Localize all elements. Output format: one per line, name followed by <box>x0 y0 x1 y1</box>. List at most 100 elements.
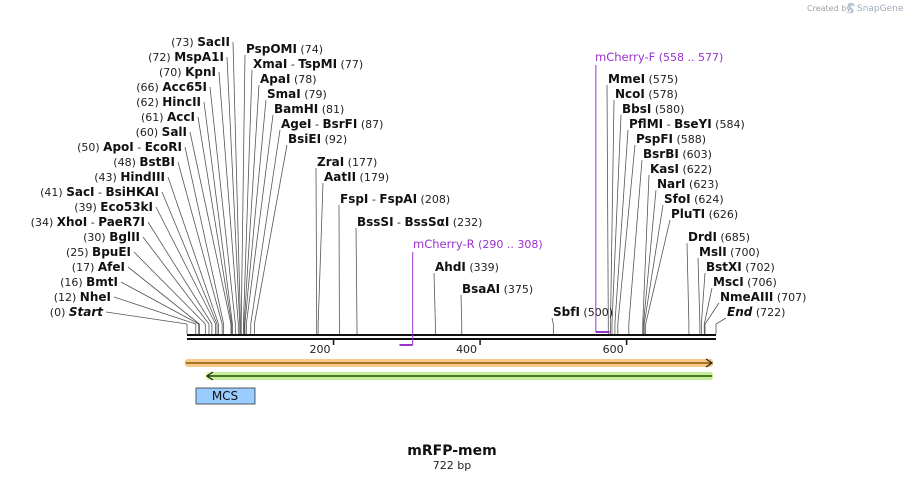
enzyme-label: ZraI (177) <box>317 155 377 169</box>
enzyme-afei[interactable]: (17) AfeI <box>72 260 125 274</box>
primer-mcherry-r[interactable]: mCherry-R (290 .. 308) <box>399 237 543 346</box>
enzyme-bsrbi[interactable]: BsrBI (603) <box>643 147 712 161</box>
feature-green-feature[interactable] <box>205 371 714 381</box>
enzyme-label: (25) BpuEI <box>66 245 131 259</box>
connector-zrai <box>315 167 318 325</box>
enzyme-sali[interactable]: (60) SalI <box>136 125 187 139</box>
enzyme-pspomi[interactable]: PspOMI (74) <box>246 42 323 56</box>
map-title: mRFP-mem <box>407 443 496 459</box>
enzyme-label: (48) BstBI <box>113 155 175 169</box>
connector-msli <box>697 257 701 325</box>
enzyme-bglii[interactable]: (30) BglII <box>83 230 140 244</box>
enzyme-apoi[interactable]: (50) ApoI - EcoRI <box>77 140 182 154</box>
enzyme-msli[interactable]: MslI (700) <box>699 245 760 259</box>
enzyme-hindiii[interactable]: (43) HindIII <box>94 170 165 184</box>
enzyme-eco53ki[interactable]: (39) Eco53kI <box>74 200 153 214</box>
enzyme-xmai[interactable]: XmaI - TspMI (77) <box>253 57 363 71</box>
enzyme-sbfi[interactable]: SbfI (500) <box>553 305 613 319</box>
enzyme-label: FspI - FspAI (208) <box>340 192 450 206</box>
connector-pspfi <box>617 144 636 325</box>
enzyme-label: (30) BglII <box>83 230 140 244</box>
enzyme-kasi[interactable]: KasI (622) <box>650 162 712 176</box>
enzyme-pflmi[interactable]: PflMI - BseYI (584) <box>629 117 745 131</box>
primer-label: mCherry-R (290 .. 308) <box>413 237 543 251</box>
enzyme-label: (72) MspA1I <box>148 50 224 64</box>
connector-acci <box>197 116 233 325</box>
enzyme-ncoi[interactable]: NcoI (578) <box>615 87 678 101</box>
enzyme-agei[interactable]: AgeI - BsrFI (87) <box>281 117 383 131</box>
enzyme-label: AatII (179) <box>324 170 389 184</box>
enzyme-apai[interactable]: ApaI (78) <box>260 72 317 86</box>
enzyme-zrai[interactable]: ZraI (177) <box>317 155 377 169</box>
enzyme-label: NarI (623) <box>657 177 719 191</box>
enzyme-kpni[interactable]: (70) KpnI <box>159 65 216 79</box>
connector-mspa1i <box>226 56 241 325</box>
enzyme-bamhi[interactable]: BamHI (81) <box>274 102 344 116</box>
enzyme-label: BsaAI (375) <box>462 282 533 296</box>
enzyme-sacii[interactable]: (73) SacII <box>171 35 230 49</box>
enzyme-bpuei[interactable]: (25) BpuEI <box>66 245 131 259</box>
enzyme-sfoi[interactable]: SfoI (624) <box>664 192 724 206</box>
ruler-label-600: 600 <box>603 343 624 356</box>
enzyme-bbsi[interactable]: BbsI (580) <box>622 102 684 116</box>
enzyme-ahdi[interactable]: AhdI (339) <box>435 260 499 274</box>
connector-bpuei <box>133 251 206 325</box>
enzyme-acci[interactable]: (61) AccI <box>141 110 195 124</box>
enzyme-end[interactable]: End (722) <box>727 305 785 319</box>
connector-eco53ki <box>155 206 216 325</box>
connector-afei <box>127 266 200 325</box>
connector-xmai <box>243 69 253 325</box>
enzyme-bsiei[interactable]: BsiEI (92) <box>288 132 347 146</box>
mcs-feature[interactable]: MCS <box>195 387 256 405</box>
enzyme-nari[interactable]: NarI (623) <box>657 177 719 191</box>
enzyme-drdi[interactable]: DrdI (685) <box>688 230 750 244</box>
enzyme-label: KasI (622) <box>650 162 712 176</box>
enzyme-fspi[interactable]: FspI - FspAI (208) <box>340 192 450 206</box>
enzyme-pspfi[interactable]: PspFI (588) <box>636 132 706 146</box>
enzyme-bsssi[interactable]: BssSI - BssSαI (232) <box>357 215 482 229</box>
enzyme-bsaai[interactable]: BsaAI (375) <box>462 282 533 296</box>
connector-bstbi <box>177 161 223 325</box>
enzyme-label: NcoI (578) <box>615 87 678 101</box>
connector-nari <box>643 189 657 325</box>
enzyme-mspa1i[interactable]: (72) MspA1I <box>148 50 224 64</box>
mcs-box[interactable] <box>195 387 256 405</box>
enzyme-nmeaiii[interactable]: NmeAIII (707) <box>720 290 806 304</box>
connector-bsrbi <box>628 159 643 325</box>
connector-agei <box>250 129 281 325</box>
enzyme-pluti[interactable]: PluTI (626) <box>671 207 738 221</box>
feature-orange-feature[interactable] <box>184 358 714 368</box>
enzyme-hincii[interactable]: (62) HincII <box>136 95 201 109</box>
enzyme-msci[interactable]: MscI (706) <box>713 275 777 289</box>
enzyme-label: BsrBI (603) <box>643 147 712 161</box>
primer-mcherry-f[interactable]: mCherry-F (558 .. 577) <box>595 50 723 333</box>
connector-mmei <box>606 84 609 325</box>
enzyme-bmti[interactable]: (16) BmtI <box>60 275 118 289</box>
enzyme-mmei[interactable]: MmeI (575) <box>608 72 678 86</box>
enzyme-bstbi[interactable]: (48) BstBI <box>113 155 175 169</box>
enzyme-saci[interactable]: (41) SacI - BsiHKAI <box>40 185 159 199</box>
enzyme-xhoi[interactable]: (34) XhoI - PaeR7I <box>31 215 145 229</box>
connector-sacii <box>232 41 241 325</box>
enzyme-acc65i[interactable]: (66) Acc65I <box>136 80 207 94</box>
enzyme-label: End (722) <box>727 305 785 319</box>
enzyme-smai[interactable]: SmaI (79) <box>267 87 327 101</box>
snapgene-icon <box>847 2 855 14</box>
features <box>184 358 714 381</box>
connector-msci <box>703 287 713 325</box>
connector-saci <box>161 191 218 325</box>
enzyme-start[interactable]: (0) Start <box>50 305 104 319</box>
enzyme-bstxi[interactable]: BstXI (702) <box>706 260 775 274</box>
enzyme-nhei[interactable]: (12) NheI <box>54 290 111 304</box>
enzyme-aatii[interactable]: AatII (179) <box>324 170 389 184</box>
connector-ahdi <box>433 272 436 325</box>
brand-name: SnapGene <box>857 4 904 14</box>
connector-xhoi <box>147 221 213 325</box>
connector-kpni <box>218 71 239 325</box>
connector-bstxi <box>700 272 706 325</box>
connector-end <box>715 317 727 325</box>
connector-acc65i <box>209 86 236 325</box>
connector-bbsi <box>611 114 622 325</box>
connector-bamhi <box>245 114 274 325</box>
enzyme-label: (61) AccI <box>141 110 195 124</box>
